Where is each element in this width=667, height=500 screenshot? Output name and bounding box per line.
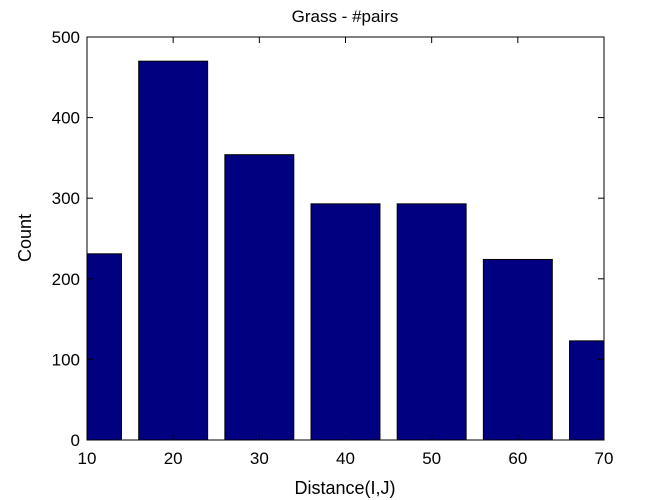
bar-60 <box>482 258 553 441</box>
plot-frame <box>86 36 605 441</box>
x-tick-label: 30 <box>250 449 269 468</box>
bar-50 <box>396 203 467 441</box>
tick-labels-group: 10 20 30 40 50 60 70 0 100 200 300 400 500 <box>52 28 614 468</box>
bar-30 <box>224 154 295 441</box>
y-tick-label: 400 <box>52 109 80 128</box>
x-tick-label: 70 <box>595 449 614 468</box>
x-tick-label: 40 <box>336 449 355 468</box>
x-tick-label: 20 <box>164 449 183 468</box>
bar-20 <box>138 60 209 441</box>
y-tick-label: 500 <box>52 28 80 47</box>
bar-40 <box>310 203 381 441</box>
bars-group <box>86 60 605 441</box>
x-tick-label: 10 <box>78 449 97 468</box>
y-tick-label: 0 <box>71 431 80 450</box>
y-tick-label: 300 <box>52 189 80 208</box>
x-tick-label: 60 <box>508 449 527 468</box>
y-tick-label: 200 <box>52 270 80 289</box>
x-tick-label: 50 <box>422 449 441 468</box>
bar-70 <box>569 340 605 441</box>
chart-title: Grass - #pairs <box>292 7 399 26</box>
y-axis-label: Count <box>15 214 35 262</box>
y-tick-label: 100 <box>52 350 80 369</box>
x-axis-label: Distance(I,J) <box>294 478 395 498</box>
bar-10 <box>86 253 122 441</box>
